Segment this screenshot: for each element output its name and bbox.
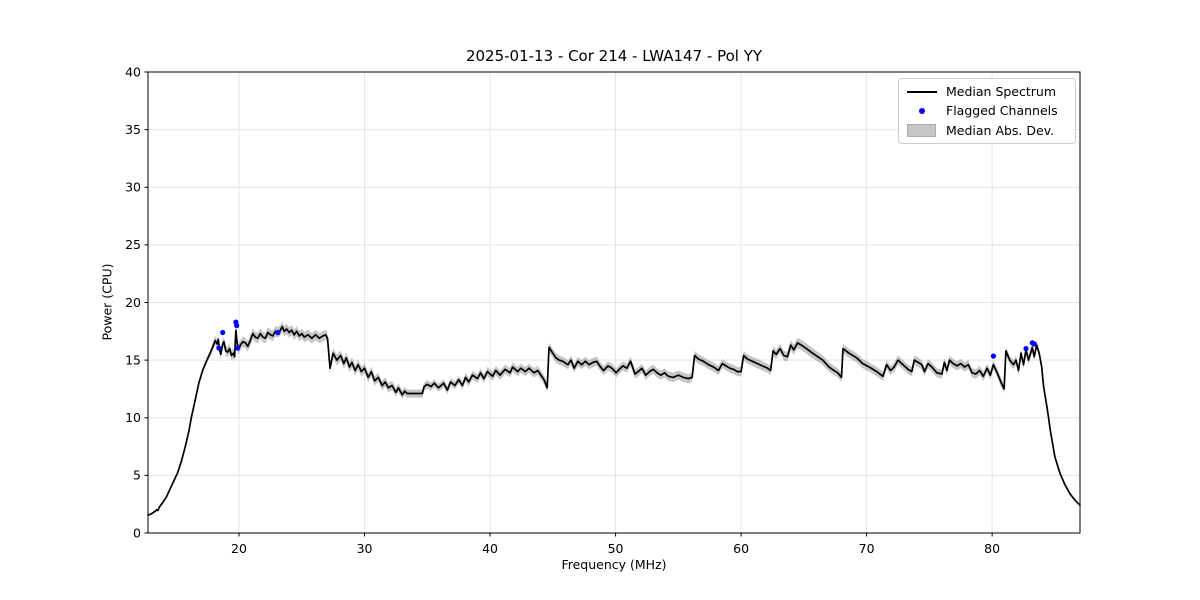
legend-label-flagged-channels: Flagged Channels: [946, 103, 1058, 119]
x-tick-label: 80: [984, 541, 1000, 556]
x-axis-label: Frequency (MHz): [561, 557, 667, 572]
median-spectrum-line-swatch: [906, 90, 937, 93]
x-tick-label: 70: [859, 541, 875, 556]
flagged-channels-dot-swatch: [906, 107, 937, 114]
median-abs-dev-band: [148, 321, 1080, 516]
x-tick-label: 40: [482, 541, 498, 556]
legend-item-median-abs-dev: Median Abs. Dev.: [906, 121, 1067, 140]
x-tick-label: 20: [231, 541, 247, 556]
y-tick-label: 10: [125, 410, 141, 425]
legend-label-median-spectrum: Median Spectrum: [946, 84, 1057, 100]
y-tick-label: 15: [125, 352, 141, 367]
flagged-channel-marker: [234, 323, 240, 329]
flagged-channel-marker: [1031, 341, 1037, 347]
flagged-channel-marker: [234, 345, 241, 351]
y-tick-label: 5: [133, 468, 141, 483]
y-tick-label: 30: [125, 180, 141, 195]
legend-label-median-abs-dev: Median Abs. Dev.: [946, 122, 1055, 138]
x-tick-label: 50: [608, 541, 624, 556]
flagged-channel-marker: [990, 353, 997, 359]
x-tick-label: 60: [733, 541, 749, 556]
legend-item-flagged-channels: Flagged Channels: [906, 101, 1067, 120]
legend: Median Spectrum Flagged Channels Median …: [898, 78, 1076, 144]
y-tick-label: 0: [133, 525, 141, 540]
y-tick-label: 25: [125, 237, 141, 252]
x-tick-label: 30: [357, 541, 373, 556]
flagged-channel-marker: [1023, 346, 1029, 352]
chart-title: 2025-01-13 - Cor 214 - LWA147 - Pol YY: [465, 47, 763, 65]
legend-item-median-spectrum: Median Spectrum: [906, 82, 1067, 101]
flagged-channel-marker: [220, 329, 226, 336]
y-axis-label: Power (CPU): [99, 263, 115, 341]
y-tick-label: 35: [125, 122, 141, 137]
y-tick-label: 40: [125, 64, 141, 79]
median-abs-dev-patch-swatch: [906, 123, 937, 137]
y-tick-label: 20: [125, 295, 141, 310]
flagged-channel-marker: [216, 345, 222, 351]
median-spectrum-line: [147, 325, 1081, 516]
flagged-channel-marker: [275, 329, 281, 336]
